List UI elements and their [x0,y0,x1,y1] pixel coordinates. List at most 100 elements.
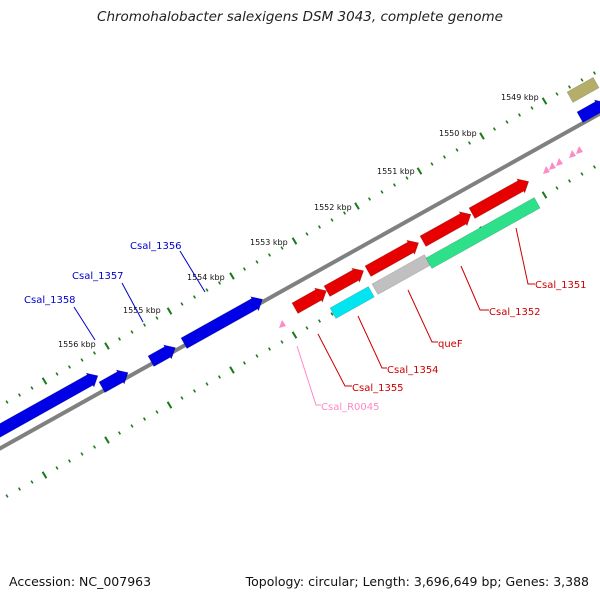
lower-minor-tick [55,466,59,470]
upper-minor-tick [280,246,284,250]
leader-csal-1352 [460,265,489,311]
upper-minor-tick [5,400,9,404]
rna-csal-r0045[interactable] [279,320,286,328]
upper-minor-tick [505,120,509,124]
leader-csal-1355 [317,333,352,387]
upper-major-tick [104,342,110,350]
kbp-label-1550: 1550 kbp [439,129,477,138]
upper-minor-tick [267,253,272,257]
upper-minor-tick [242,267,247,271]
map-title: Chromohalobacter salexigens DSM 3043, co… [97,9,503,25]
lower-minor-tick [30,480,34,484]
lower-minor-tick [567,179,572,183]
gene-csal-1351-red[interactable] [468,178,530,219]
upper-major-tick [479,132,485,140]
gene-label-csal-1355[interactable]: Csal_1355 [352,383,404,394]
rna-marker-5[interactable] [576,146,583,154]
upper-minor-tick [455,148,459,152]
lower-minor-tick [80,452,84,456]
leader-queF [407,289,438,343]
gene-label-csal-1352[interactable]: Csal_1352 [489,307,541,318]
backbone-line [0,111,600,451]
upper-major-tick [229,272,235,280]
upper-minor-tick [380,190,384,194]
upper-minor-tick [530,106,534,110]
rna-marker-2[interactable] [549,162,556,170]
lower-minor-tick [205,382,209,386]
upper-minor-tick [17,393,22,397]
gene-top-right-olive[interactable] [566,76,600,103]
upper-minor-tick [130,330,134,334]
upper-minor-tick [330,218,334,222]
lower-major-tick [541,191,548,199]
gene-label-queF[interactable]: queF [438,339,463,350]
lower-minor-tick [555,186,559,190]
feature-layer [0,76,600,438]
upper-major-tick [354,202,360,210]
lower-minor-tick [92,445,97,449]
band-csal-1351[interactable] [425,197,541,269]
gene-label-csal-1351[interactable]: Csal_1351 [535,280,587,291]
lower-minor-tick [17,487,22,491]
upper-minor-tick [217,281,222,285]
upper-minor-tick [405,176,409,180]
upper-minor-tick [555,92,559,96]
upper-minor-tick [92,351,97,355]
lower-major-tick [166,401,173,409]
gene-label-csal-1357[interactable]: Csal_1357 [72,271,124,282]
gene-csal-1355[interactable] [291,287,327,314]
upper-minor-tick [580,78,584,82]
rna-marker-3[interactable] [556,158,563,166]
lower-minor-tick [142,417,147,421]
gene-queF-red[interactable] [364,239,419,277]
upper-major-tick [166,307,173,315]
gene-csal-1356[interactable] [180,296,263,349]
upper-minor-tick [367,197,372,201]
upper-minor-tick [467,141,472,145]
lower-minor-tick [217,375,222,379]
kbp-label-1553: 1553 kbp [250,238,288,247]
gene-label-csal-1358[interactable]: Csal_1358 [24,295,76,306]
upper-minor-tick [492,127,497,131]
lower-minor-tick [67,459,72,463]
upper-minor-tick [142,323,147,327]
leader-csal-r0045 [296,345,321,406]
rna-marker-1[interactable] [543,166,550,174]
band-csal-1354[interactable] [329,286,375,319]
gene-csal-1357-small[interactable] [98,369,129,393]
gene-label-csal-r0045[interactable]: Csal_R0045 [321,402,380,413]
kbp-label-1551: 1551 kbp [377,167,415,176]
upper-minor-tick [392,183,397,187]
rna-marker-4[interactable] [569,150,576,158]
leader-csal-1356 [179,250,206,293]
upper-minor-tick [342,211,347,215]
upper-major-tick [41,377,48,385]
gene-top-right-blue[interactable] [576,99,600,123]
label-leaders [73,227,535,406]
upper-minor-tick [430,162,434,166]
upper-minor-tick [180,302,184,306]
lower-minor-tick [155,410,159,414]
upper-minor-tick [317,225,322,229]
upper-minor-tick [192,295,197,299]
gene-csal-1352-red[interactable] [419,211,472,247]
gene-csal-1358[interactable] [0,372,99,438]
leader-csal-1358 [73,306,96,341]
upper-minor-tick [517,113,522,117]
gene-csal-1357[interactable] [147,344,176,367]
lower-major-tick [229,366,235,374]
upper-tick-track [5,71,597,404]
upper-minor-tick [55,372,59,376]
lower-minor-tick [192,389,197,393]
kbp-label-1556: 1556 kbp [58,340,96,349]
gene-csal-1354[interactable] [323,267,364,297]
lower-minor-tick [180,396,184,400]
lower-minor-tick [280,340,284,344]
upper-minor-tick [155,316,159,320]
lower-minor-tick [580,172,584,176]
upper-minor-tick [255,260,259,264]
gene-label-csal-1354[interactable]: Csal_1354 [387,365,439,376]
gene-label-csal-1356[interactable]: Csal_1356 [130,241,182,252]
kbp-label-1555: 1555 kbp [123,306,161,315]
